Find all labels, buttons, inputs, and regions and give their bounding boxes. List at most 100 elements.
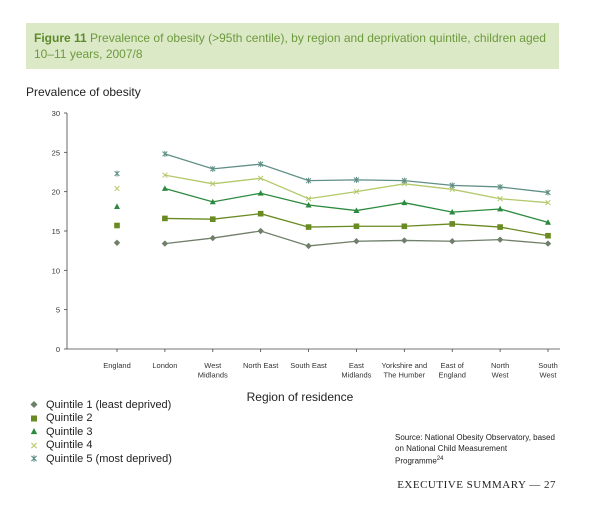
- quintile-2-point: [162, 215, 168, 222]
- x-tick-label: North: [491, 361, 509, 370]
- quintile-5-point: [162, 150, 168, 157]
- quintile-3-point: [401, 199, 408, 206]
- quintile-5-point: [305, 177, 312, 184]
- quintile-5-point: [449, 182, 455, 189]
- quintile-3-point: [497, 205, 504, 212]
- x-tick-label: South: [538, 361, 558, 370]
- source-text: Source: National Obesity Observatory, ba…: [395, 433, 555, 466]
- quintile-5-point: [114, 170, 120, 177]
- y-tick-label: 10: [52, 266, 60, 275]
- quintile-1-point: [113, 239, 121, 246]
- quintile-5-point: [257, 161, 264, 168]
- legend-label: Quintile 2: [46, 412, 93, 425]
- source-note: Source: National Obesity Observatory, ba…: [395, 432, 555, 467]
- quintile-2-point: [449, 221, 456, 227]
- quintile-4-point: [114, 185, 120, 192]
- quintile-2-point: [497, 224, 503, 230]
- quintile-2-point: [401, 223, 408, 230]
- x-tick-label: West: [492, 371, 510, 380]
- y-tick-label: 25: [52, 148, 60, 157]
- quintile-4-point: [162, 172, 168, 178]
- x-tick-label: Midlands: [341, 371, 371, 380]
- quintile-3-point: [161, 185, 168, 191]
- legend-item: Quintile 1 (least deprived): [28, 398, 172, 412]
- x-tick-label: England: [438, 371, 466, 380]
- source-ref: 24: [436, 456, 444, 462]
- quintile-3-point: [209, 198, 216, 205]
- quintile-5-point: [545, 189, 551, 196]
- x-tick-label: East: [349, 361, 365, 370]
- y-axis-title: Prevalence of obesity: [26, 85, 141, 99]
- quintile-2-point: [114, 222, 120, 229]
- quintile-1-point: [401, 237, 408, 244]
- x-tick-label: England: [103, 361, 131, 370]
- quintile-4-point: [210, 181, 216, 187]
- y-tick-label: 5: [56, 306, 60, 315]
- legend-asterisk-marker-icon: [31, 455, 37, 462]
- figure-number: Figure 11: [34, 31, 87, 45]
- x-axis-title: Region of residence: [246, 390, 354, 404]
- legend-item: Quintile 4: [28, 439, 172, 453]
- legend-item: Quintile 2: [28, 412, 172, 426]
- quintile-2-point: [353, 223, 360, 230]
- y-tick-label: 0: [56, 345, 60, 354]
- quintile-4-point: [257, 175, 264, 182]
- x-tick-label: North East: [243, 361, 279, 370]
- quintile-3-point: [114, 203, 120, 210]
- legend-x-marker-icon: [31, 442, 37, 449]
- legend-item: Quintile 5 (most deprived): [28, 452, 172, 466]
- quintile-2-point: [257, 210, 264, 217]
- quintile-3-point: [305, 201, 312, 208]
- quintile-1-point: [353, 238, 360, 245]
- quintile-2-point: [305, 224, 312, 230]
- quintile-1-point: [544, 240, 552, 247]
- x-tick-label: The Humber: [383, 371, 425, 380]
- legend-label: Quintile 1 (least deprived): [46, 398, 172, 411]
- quintile-1-point: [209, 234, 216, 242]
- figure-title: Prevalence of obesity (>95th centile), b…: [34, 31, 546, 61]
- x-tick-label: West: [204, 361, 222, 370]
- x-tick-label: London: [152, 361, 177, 370]
- y-tick-label: 30: [52, 109, 60, 118]
- quintile-5-point: [210, 165, 216, 172]
- quintile-3-line: [164, 187, 549, 223]
- legend-square-marker-icon: [31, 415, 37, 422]
- legend-triangle-marker-icon: [30, 428, 38, 435]
- chart-legend: Quintile 1 (least deprived) Quintile 2 Qui…: [28, 398, 172, 466]
- x-tick-label: South East: [290, 361, 328, 370]
- legend-label: Quintile 5 (most deprived): [46, 452, 172, 465]
- quintile-3-point: [449, 208, 456, 215]
- quintile-5-line: [164, 153, 549, 194]
- quintile-1-point: [305, 242, 312, 250]
- figure-caption: Figure 11 Prevalence of obesity (>95th c…: [34, 30, 551, 62]
- quintile-1-point: [161, 240, 169, 247]
- legend-item: Quintile 3: [28, 425, 172, 439]
- x-tick-label: Midlands: [198, 371, 228, 380]
- quintile-2-point: [545, 232, 551, 239]
- quintile-1-point: [496, 236, 504, 243]
- quintile-4-point: [497, 195, 503, 202]
- quintile-4-point: [353, 188, 360, 195]
- quintile-1-point: [257, 227, 264, 235]
- x-tick-label: West: [540, 371, 558, 380]
- x-tick-label: East of: [441, 361, 465, 370]
- quintile-4-point: [449, 186, 455, 193]
- x-tick-label: Yorkshire and: [382, 361, 428, 370]
- quintile-4-point: [545, 199, 551, 206]
- page-footer: EXECUTIVE SUMMARY — 27: [397, 479, 556, 491]
- quintile-4-point: [305, 195, 312, 202]
- quintile-5-point: [353, 176, 360, 183]
- figure-header: Figure 11 Prevalence of obesity (>95th c…: [26, 23, 559, 69]
- quintile-3-point: [257, 190, 264, 196]
- y-tick-label: 20: [52, 188, 60, 197]
- y-tick-label: 15: [52, 227, 60, 236]
- quintile-3-point: [545, 219, 551, 225]
- quintile-2-point: [209, 216, 216, 222]
- legend-diamond-marker-icon: [30, 401, 38, 409]
- quintile-5-point: [497, 183, 503, 190]
- legend-label: Quintile 4: [46, 439, 93, 452]
- quintile-1-point: [449, 238, 456, 245]
- quintile-3-point: [353, 207, 360, 213]
- quintile-5-point: [401, 177, 408, 184]
